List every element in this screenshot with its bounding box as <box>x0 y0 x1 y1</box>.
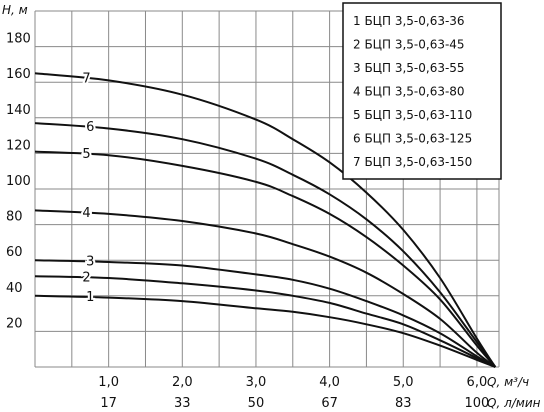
legend-entry: 7 БЦП 3,5-0,63-150 <box>353 155 472 169</box>
series-number-label: 5 <box>82 147 90 162</box>
x-tick-label: 1,0 <box>98 375 119 390</box>
legend-entry: 6 БЦП 3,5-0,63-125 <box>353 132 472 146</box>
series-number-label: 1 <box>86 290 94 305</box>
legend-entry: 5 БЦП 3,5-0,63-110 <box>353 108 472 122</box>
series-number-label: 6 <box>86 120 94 135</box>
series-line-3 <box>34 259 496 368</box>
y-tick-label: 20 <box>6 316 23 331</box>
legend-entry: 4 БЦП 3,5-0,63-80 <box>353 85 465 99</box>
x-tick-label: 3,0 <box>246 375 267 390</box>
series-line-1 <box>34 294 496 368</box>
series-number-label: 3 <box>86 255 94 270</box>
series-number-label: 4 <box>82 206 90 221</box>
x-tick-label-lpm: 17 <box>100 396 117 411</box>
y-tick-label: 40 <box>6 281 23 296</box>
series-line-2 <box>34 275 496 368</box>
chart-tick-labels: 204060801001201401601801,0172,0333,0504,… <box>6 32 489 411</box>
x-tick-label: 2,0 <box>172 375 193 390</box>
chart-legend: 1 БЦП 3,5-0,63-36 2 БЦП 3,5-0,63-45 3 БЦП … <box>342 2 502 180</box>
y-tick-label: 180 <box>6 32 31 47</box>
y-tick-label: 140 <box>6 103 31 118</box>
x-tick-label-lpm: 83 <box>395 396 412 411</box>
x-axis-label-lpm: Q, л/мин <box>487 396 541 410</box>
series-line-5 <box>34 150 497 368</box>
x-tick-label-lpm: 100 <box>464 396 489 411</box>
x-tick-label-lpm: 67 <box>321 396 338 411</box>
y-axis-label: H, м <box>2 3 28 17</box>
x-tick-label-lpm: 33 <box>174 396 191 411</box>
y-tick-label: 100 <box>6 174 31 189</box>
legend-entry: 2 БЦП 3,5-0,63-45 <box>353 38 465 52</box>
series-line-7 <box>34 72 497 368</box>
y-tick-label: 60 <box>6 245 23 260</box>
legend-box <box>342 2 502 180</box>
y-tick-label: 120 <box>6 138 31 153</box>
x-tick-label-lpm: 50 <box>248 396 265 411</box>
chart-axes: H, м Q, м³/ч Q, л/мин <box>2 3 541 410</box>
x-tick-label: 4,0 <box>319 375 340 390</box>
x-tick-label: 5,0 <box>393 375 414 390</box>
series-line-6 <box>34 122 497 368</box>
y-tick-label: 160 <box>6 67 31 82</box>
x-tick-label: 6,0 <box>467 375 488 390</box>
series-number-label: 7 <box>82 71 90 86</box>
series-line-4 <box>34 209 496 368</box>
y-tick-label: 80 <box>6 210 23 225</box>
series-number-label: 2 <box>82 270 90 285</box>
legend-entry: 1 БЦП 3,5-0,63-36 <box>353 14 465 28</box>
chart-grid <box>34 10 500 368</box>
x-axis-label: Q, м³/ч <box>487 375 529 389</box>
legend-entry: 3 БЦП 3,5-0,63-55 <box>353 61 465 75</box>
